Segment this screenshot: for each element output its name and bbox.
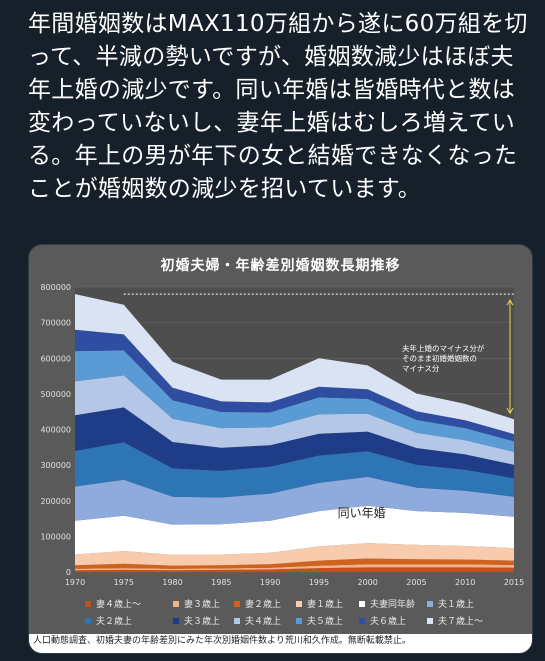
legend-swatch	[296, 600, 302, 607]
x-tick-label: 1985	[211, 578, 231, 587]
post-text: 年間婚姻数はMAX110万組から遂に60万組を切って、半減の勢いですが、婚姻数減…	[28, 11, 528, 202]
legend-swatch	[85, 617, 91, 624]
y-tick-label: 100000	[40, 532, 71, 541]
legend-label: 夫５歳上	[307, 617, 344, 627]
y-tick-label: 200000	[40, 497, 71, 506]
area-series-10	[75, 350, 514, 452]
y-tick-label: 800000	[40, 283, 71, 292]
legend-swatch	[359, 600, 365, 607]
legend-swatch	[359, 617, 365, 624]
area-series-7	[75, 442, 514, 498]
minus-arrow-head-bottom	[506, 407, 514, 415]
legend-item: 夫２歳上	[85, 614, 132, 627]
area-series-9	[75, 375, 514, 465]
minus-arrow-head-top	[506, 299, 514, 306]
area-series-4	[75, 543, 514, 566]
area-series-1	[75, 567, 514, 572]
area-series-6	[75, 476, 514, 525]
x-tick-label: 2000	[357, 578, 377, 587]
area-series-11	[75, 329, 514, 442]
x-tick-label: 2005	[406, 578, 426, 587]
chart-title: 初婚夫婦・年齢差別婚姻数長期推移	[160, 258, 401, 274]
legend-label: 夫２歳上	[96, 617, 133, 627]
y-tick-label: 300000	[40, 461, 71, 470]
source-note: 人口動態調査、初婚夫妻の年齢差別にみた年次別婚姻件数より荒川和久作成。無断転載禁…	[29, 634, 532, 653]
legend-label: 夫４歳上	[245, 617, 282, 627]
area-series-2	[75, 564, 514, 571]
y-tick-label: 400000	[40, 426, 71, 435]
legend-swatch	[427, 617, 433, 624]
legend-item: 妻４歳上～	[85, 597, 141, 610]
chart-legend: 妻４歳上～ 妻３歳上 妻２歳上 妻１歳上 夫妻同年齢 夫１歳上夫２歳上 夫３歳上 夫４歳上 夫５…	[29, 595, 532, 635]
legend-item: 夫妻同年齢	[359, 597, 415, 610]
x-tick-label: 2010	[455, 578, 475, 587]
legend-swatch	[234, 617, 240, 624]
same-age-label: 同い年婚	[338, 506, 386, 520]
x-tick-label: 1980	[162, 578, 182, 587]
legend-item: 夫４歳上	[234, 614, 281, 627]
legend-label: 妻１歳上	[307, 600, 344, 610]
legend-label: 夫１歳上	[438, 600, 475, 610]
y-tick-label: 0	[66, 568, 71, 577]
area-series-12	[75, 294, 514, 435]
area-series-5	[75, 505, 514, 555]
legend-item: 妻２歳上	[234, 597, 281, 610]
legend-item: 妻１歳上	[296, 597, 343, 610]
y-tick-label: 600000	[40, 354, 71, 363]
legend-swatch	[427, 600, 433, 607]
legend-label: 夫７歳上～	[438, 617, 484, 627]
x-tick-label: 1970	[65, 578, 85, 587]
minus-note-line-3: マイナス分	[402, 364, 440, 373]
legend-label: 妻３歳上	[184, 600, 221, 610]
legend-item: 夫６歳上	[359, 614, 406, 627]
legend-swatch	[296, 617, 302, 624]
legend-label: 妻４歳上～	[96, 600, 142, 610]
legend-swatch	[173, 600, 179, 607]
x-tick-label: 2015	[504, 578, 524, 587]
legend-label: 夫６歳上	[370, 617, 407, 627]
legend-item: 夫５歳上	[296, 614, 343, 627]
legend-swatch	[234, 600, 240, 607]
x-tick-label: 1995	[309, 578, 329, 587]
legend-item: 夫３歳上	[173, 614, 220, 627]
minus-note-line-2: そのまま初婚婚姻数の	[402, 353, 477, 363]
y-tick-label: 700000	[40, 319, 71, 328]
legend-item: 夫７歳上～	[427, 614, 483, 627]
legend-item: 夫１歳上	[427, 597, 474, 610]
y-tick-label: 500000	[40, 390, 71, 399]
chart-image-card[interactable]: 0 100000 200000 300000 400000 500000 600000 700…	[28, 244, 533, 654]
legend-label: 夫妻同年齢	[370, 600, 416, 610]
legend-item: 妻３歳上	[173, 597, 220, 610]
area-series-3	[75, 558, 514, 569]
minus-note-line-1: 夫年上婚のマイナス分が	[402, 343, 485, 353]
x-tick-label: 1990	[260, 578, 280, 587]
legend-label: 妻２歳上	[245, 600, 282, 610]
x-tick-label: 1975	[114, 578, 134, 587]
legend-swatch	[85, 600, 91, 607]
area-chart: 0 100000 200000 300000 400000 500000 600000 700…	[40, 283, 524, 587]
area-series-8	[75, 407, 514, 479]
legend-swatch	[173, 617, 179, 624]
legend-label: 夫３歳上	[184, 617, 221, 627]
